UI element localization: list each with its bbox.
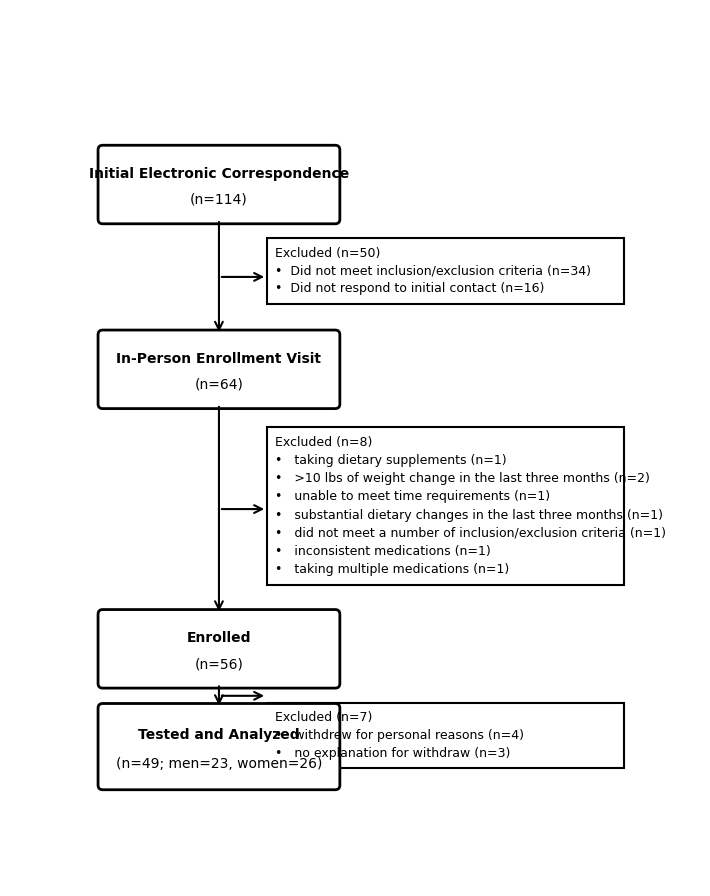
Text: In-Person Enrollment Visit: In-Person Enrollment Visit xyxy=(116,352,322,366)
Text: (n=56): (n=56) xyxy=(195,657,244,671)
Text: (n=49; men=23, women=26): (n=49; men=23, women=26) xyxy=(116,756,322,771)
Text: •   did not meet a number of inclusion/exclusion criteria (n=1): • did not meet a number of inclusion/exc… xyxy=(275,527,666,539)
Text: •  Did not respond to initial contact (n=16): • Did not respond to initial contact (n=… xyxy=(275,282,544,296)
Text: (n=64): (n=64) xyxy=(195,377,244,392)
FancyBboxPatch shape xyxy=(98,703,340,789)
Text: •   taking multiple medications (n=1): • taking multiple medications (n=1) xyxy=(275,564,509,576)
Text: Tested and Analyzed: Tested and Analyzed xyxy=(138,728,300,742)
FancyBboxPatch shape xyxy=(98,609,340,688)
Text: •   >10 lbs of weight change in the last three months (n=2): • >10 lbs of weight change in the last t… xyxy=(275,472,650,486)
Text: •   inconsistent medications (n=1): • inconsistent medications (n=1) xyxy=(275,545,491,558)
Text: •   unable to meet time requirements (n=1): • unable to meet time requirements (n=1) xyxy=(275,490,550,504)
Text: Excluded (n=50): Excluded (n=50) xyxy=(275,247,380,260)
FancyBboxPatch shape xyxy=(267,238,623,304)
FancyBboxPatch shape xyxy=(267,427,623,585)
Text: •   substantial dietary changes in the last three months (n=1): • substantial dietary changes in the las… xyxy=(275,509,662,521)
FancyBboxPatch shape xyxy=(98,330,340,409)
Text: •   taking dietary supplements (n=1): • taking dietary supplements (n=1) xyxy=(275,454,506,467)
FancyBboxPatch shape xyxy=(267,702,623,768)
Text: Enrolled: Enrolled xyxy=(187,632,251,645)
Text: •   no explanation for withdraw (n=3): • no explanation for withdraw (n=3) xyxy=(275,746,510,760)
Text: (n=114): (n=114) xyxy=(190,193,248,207)
FancyBboxPatch shape xyxy=(98,145,340,224)
Text: Initial Electronic Correspondence: Initial Electronic Correspondence xyxy=(89,168,349,181)
Text: •   withdrew for personal reasons (n=4): • withdrew for personal reasons (n=4) xyxy=(275,729,524,742)
Text: Excluded (n=7): Excluded (n=7) xyxy=(275,711,372,724)
Text: •  Did not meet inclusion/exclusion criteria (n=34): • Did not meet inclusion/exclusion crite… xyxy=(275,264,591,278)
Text: Excluded (n=8): Excluded (n=8) xyxy=(275,435,372,449)
